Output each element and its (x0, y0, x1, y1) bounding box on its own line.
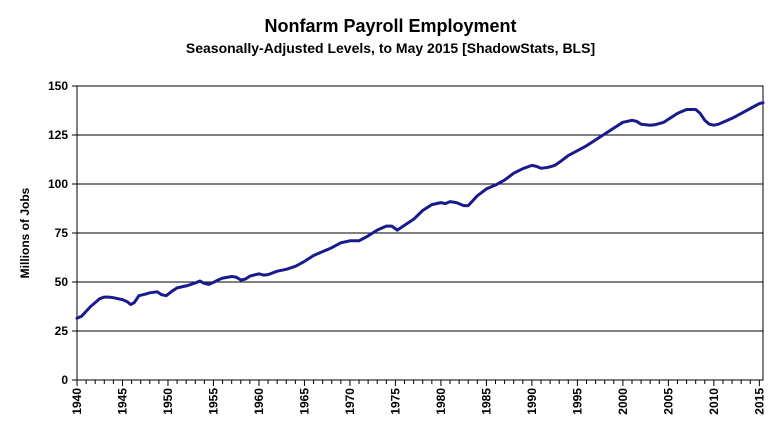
x-tick-label: 2010 (707, 388, 721, 415)
plot-frame (76, 85, 764, 381)
chart-title: Nonfarm Payroll Employment (264, 16, 517, 36)
series-layer (75, 101, 765, 320)
x-tick-label: 2015 (752, 388, 766, 415)
x-tick-label: 2000 (616, 388, 630, 415)
x-tick-label: 1950 (161, 388, 175, 415)
y-tick-label: 25 (55, 324, 69, 338)
x-tick-label: 2005 (661, 388, 675, 415)
x-tick-label: 1955 (206, 388, 220, 415)
y-tick-label: 75 (55, 226, 69, 240)
chart-subtitle: Seasonally-Adjusted Levels, to May 2015 … (185, 40, 596, 56)
axes (72, 85, 764, 386)
y-tick-label: 125 (48, 128, 68, 142)
series-line (75, 101, 765, 320)
x-tick-label: 1940 (70, 388, 84, 415)
x-tick-label: 1945 (115, 388, 129, 415)
y-tick-label: 50 (55, 275, 69, 289)
y-tick-label: 0 (61, 373, 68, 387)
tick-labels: 0 25 50 75 100 125 150 1940 1945 1950 1955 1960 1965… (48, 79, 766, 415)
y-tick-label: 150 (48, 79, 68, 93)
x-tick-label: 1995 (570, 388, 584, 415)
x-tick-label: 1960 (252, 388, 266, 415)
x-tick-label: 1985 (479, 388, 493, 415)
x-tick-label: 1970 (343, 388, 357, 415)
x-tick-label: 1965 (297, 388, 311, 415)
x-tick-label: 1975 (388, 388, 402, 415)
y-tick-label: 100 (48, 177, 68, 191)
x-tick-label: 1990 (525, 388, 539, 415)
x-tick-label: 1980 (434, 388, 448, 415)
